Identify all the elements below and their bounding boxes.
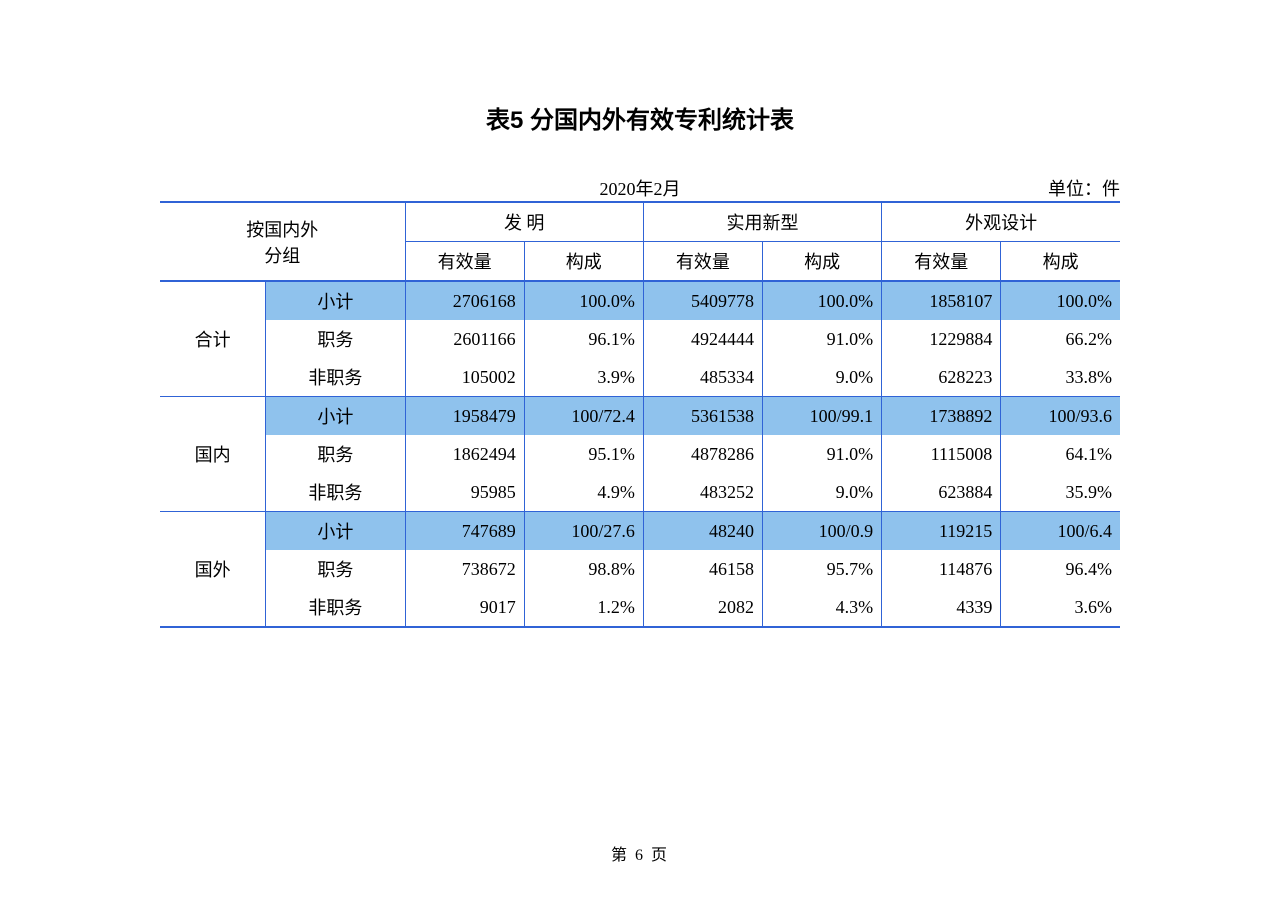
data-cell: 33.8% — [1001, 358, 1120, 397]
meta-row: 2020年2月 单位：件 — [160, 175, 1120, 201]
table-row: 非职务959854.9%4832529.0%62388435.9% — [160, 473, 1120, 512]
table-row: 国外小计747689100/27.648240100/0.9119215100/… — [160, 512, 1120, 551]
data-cell: 91.0% — [763, 435, 882, 473]
page: 表5 分国内外有效专利统计表 2020年2月 单位：件 按国内外 分组 发 明 … — [0, 0, 1280, 905]
data-cell: 2601166 — [405, 320, 524, 358]
header-group-line2: 分组 — [168, 242, 397, 268]
data-cell: 1862494 — [405, 435, 524, 473]
data-cell: 3.6% — [1001, 588, 1120, 627]
row-label: 小计 — [266, 281, 405, 320]
data-cell: 119215 — [882, 512, 1001, 551]
data-cell: 95.1% — [524, 435, 643, 473]
table-row: 非职务90171.2%20824.3%43393.6% — [160, 588, 1120, 627]
row-label: 非职务 — [266, 473, 405, 512]
table-row: 职务73867298.8%4615895.7%11487696.4% — [160, 550, 1120, 588]
data-cell: 4.3% — [763, 588, 882, 627]
header-cat-2: 外观设计 — [882, 202, 1120, 242]
header-sub-0-1: 构成 — [524, 242, 643, 282]
data-cell: 91.0% — [763, 320, 882, 358]
header-sub-1-1: 构成 — [763, 242, 882, 282]
data-cell: 100/6.4 — [1001, 512, 1120, 551]
header-cat-1: 实用新型 — [643, 202, 881, 242]
data-cell: 96.1% — [524, 320, 643, 358]
header-group: 按国内外 分组 — [160, 202, 405, 281]
data-cell: 4.9% — [524, 473, 643, 512]
group-label: 国内 — [160, 397, 266, 512]
data-cell: 98.8% — [524, 550, 643, 588]
date-label: 2020年2月 — [160, 175, 1120, 201]
row-label: 小计 — [266, 397, 405, 436]
data-cell: 100/27.6 — [524, 512, 643, 551]
group-label: 合计 — [160, 281, 266, 397]
data-cell: 100.0% — [763, 281, 882, 320]
data-cell: 105002 — [405, 358, 524, 397]
data-cell: 100/99.1 — [763, 397, 882, 436]
row-label: 职务 — [266, 435, 405, 473]
table-row: 职务260116696.1%492444491.0%122988466.2% — [160, 320, 1120, 358]
data-cell: 5361538 — [643, 397, 762, 436]
data-cell: 2706168 — [405, 281, 524, 320]
header-cat-0: 发 明 — [405, 202, 643, 242]
table-row: 合计小计2706168100.0%5409778100.0%1858107100… — [160, 281, 1120, 320]
group-label: 国外 — [160, 512, 266, 628]
header-sub-2-0: 有效量 — [882, 242, 1001, 282]
data-cell: 1958479 — [405, 397, 524, 436]
data-cell: 100.0% — [524, 281, 643, 320]
data-cell: 623884 — [882, 473, 1001, 512]
data-cell: 4878286 — [643, 435, 762, 473]
data-cell: 100.0% — [1001, 281, 1120, 320]
data-cell: 95.7% — [763, 550, 882, 588]
table-row: 非职务1050023.9%4853349.0%62822333.8% — [160, 358, 1120, 397]
data-cell: 2082 — [643, 588, 762, 627]
page-footer: 第 6 页 — [0, 841, 1280, 865]
data-cell: 100/93.6 — [1001, 397, 1120, 436]
row-label: 职务 — [266, 320, 405, 358]
data-cell: 4924444 — [643, 320, 762, 358]
data-cell: 3.9% — [524, 358, 643, 397]
table-title: 表5 分国内外有效专利统计表 — [160, 100, 1120, 135]
data-cell: 628223 — [882, 358, 1001, 397]
data-cell: 747689 — [405, 512, 524, 551]
data-cell: 66.2% — [1001, 320, 1120, 358]
row-label: 职务 — [266, 550, 405, 588]
data-cell: 483252 — [643, 473, 762, 512]
data-cell: 114876 — [882, 550, 1001, 588]
header-sub-0-0: 有效量 — [405, 242, 524, 282]
table-header: 按国内外 分组 发 明 实用新型 外观设计 有效量 构成 有效量 构成 有效量 … — [160, 202, 1120, 281]
data-cell: 9.0% — [763, 358, 882, 397]
header-sub-2-1: 构成 — [1001, 242, 1120, 282]
unit-label: 单位：件 — [1048, 175, 1120, 201]
data-cell: 1.2% — [524, 588, 643, 627]
row-label: 非职务 — [266, 588, 405, 627]
data-cell: 1115008 — [882, 435, 1001, 473]
table-row: 国内小计1958479100/72.45361538100/99.1173889… — [160, 397, 1120, 436]
data-cell: 4339 — [882, 588, 1001, 627]
data-cell: 1738892 — [882, 397, 1001, 436]
header-group-line1: 按国内外 — [168, 216, 397, 242]
data-cell: 485334 — [643, 358, 762, 397]
data-cell: 96.4% — [1001, 550, 1120, 588]
data-cell: 100/0.9 — [763, 512, 882, 551]
header-sub-1-0: 有效量 — [643, 242, 762, 282]
data-cell: 1229884 — [882, 320, 1001, 358]
data-cell: 46158 — [643, 550, 762, 588]
table-row: 职务186249495.1%487828691.0%111500864.1% — [160, 435, 1120, 473]
data-cell: 64.1% — [1001, 435, 1120, 473]
data-cell: 35.9% — [1001, 473, 1120, 512]
data-cell: 48240 — [643, 512, 762, 551]
table-body: 合计小计2706168100.0%5409778100.0%1858107100… — [160, 281, 1120, 627]
data-cell: 5409778 — [643, 281, 762, 320]
data-cell: 738672 — [405, 550, 524, 588]
data-cell: 100/72.4 — [524, 397, 643, 436]
row-label: 小计 — [266, 512, 405, 551]
data-cell: 1858107 — [882, 281, 1001, 320]
row-label: 非职务 — [266, 358, 405, 397]
patent-table: 按国内外 分组 发 明 实用新型 外观设计 有效量 构成 有效量 构成 有效量 … — [160, 201, 1120, 628]
data-cell: 9.0% — [763, 473, 882, 512]
data-cell: 95985 — [405, 473, 524, 512]
data-cell: 9017 — [405, 588, 524, 627]
